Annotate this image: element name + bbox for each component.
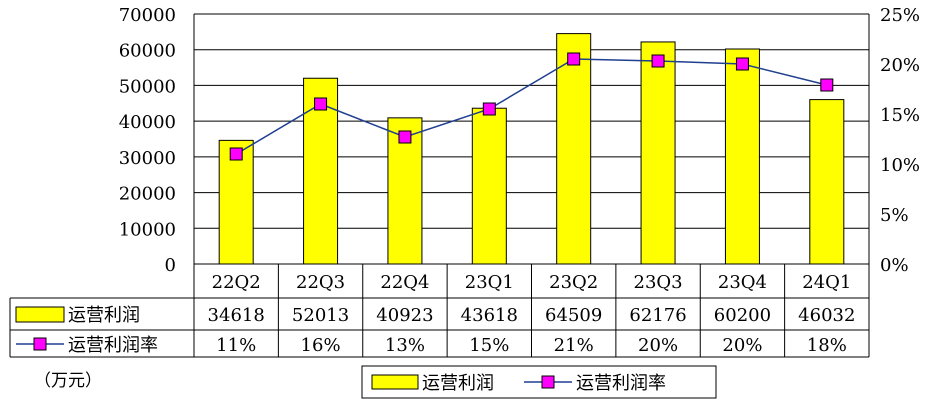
table-value: 11% — [216, 335, 256, 356]
y-right-tick-label: 25% — [880, 5, 920, 26]
y-left-tick-label: 50000 — [119, 76, 176, 97]
y-axis-left: 0 10000 20000 30000 40000 50000 60000 70000 — [119, 5, 176, 276]
legend: 运营利润 运营利润率 — [361, 365, 717, 399]
profit-margin-line — [235, 58, 827, 155]
row-header: 运营利润 — [68, 305, 140, 326]
data-point — [651, 54, 665, 68]
x-tick-label: 23Q1 — [465, 272, 514, 293]
row-key-marker — [33, 337, 47, 351]
x-tick-label: 23Q2 — [549, 272, 598, 293]
table-value: 15% — [469, 335, 509, 356]
x-tick-label: 23Q3 — [634, 272, 683, 293]
table-value: 18% — [807, 335, 847, 356]
table-value: 21% — [554, 335, 594, 356]
legend-label: 运营利润 — [422, 373, 494, 394]
bar — [724, 48, 760, 265]
legend-label: 运营利润率 — [576, 373, 666, 394]
data-point — [567, 52, 581, 66]
data-point — [398, 130, 412, 144]
unit-label: （万元） — [34, 371, 102, 391]
table-value: 20% — [722, 335, 762, 356]
legend-key-marker — [541, 375, 555, 389]
data-point — [482, 102, 496, 116]
bar — [471, 107, 507, 265]
gridlines — [194, 13, 869, 229]
y-left-tick-label: 10000 — [119, 219, 176, 240]
table-value: 40923 — [376, 305, 433, 326]
line-series — [229, 52, 834, 161]
bar — [809, 99, 845, 265]
x-tick-label: 22Q4 — [380, 272, 429, 293]
table-value: 46032 — [798, 305, 855, 326]
bar-series — [218, 33, 845, 265]
x-tick-label: 22Q3 — [296, 272, 345, 293]
y-left-tick-label: 30000 — [119, 148, 176, 169]
table-value: 34618 — [208, 305, 265, 326]
y-left-tick-label: 60000 — [119, 41, 176, 62]
bar — [556, 33, 592, 265]
y-axis-right: 0% 5% 10% 15% 20% 25% — [880, 5, 920, 276]
table-value: 60200 — [714, 305, 771, 326]
y-right-tick-label: 10% — [880, 155, 920, 176]
y-right-tick-label: 20% — [880, 55, 920, 76]
y-right-tick-label: 5% — [880, 205, 909, 226]
data-point — [735, 57, 749, 71]
table-value: 43618 — [461, 305, 518, 326]
x-tick-label: 22Q2 — [212, 272, 261, 293]
table-value: 52013 — [292, 305, 349, 326]
bar — [640, 41, 676, 265]
legend-key-bar — [371, 374, 419, 390]
y-left-tick-label: 70000 — [119, 5, 176, 26]
data-table: 22Q2 22Q3 22Q4 23Q1 23Q2 23Q3 23Q4 24Q1 34618 520… — [9, 264, 869, 358]
table-value: 62176 — [629, 305, 686, 326]
y-right-tick-label: 15% — [880, 105, 920, 126]
y-left-tick-label: 0 — [165, 255, 176, 276]
data-point — [229, 147, 243, 161]
data-point — [820, 78, 834, 92]
y-left-tick-label: 40000 — [119, 112, 176, 133]
y-right-tick-label: 0% — [880, 255, 909, 276]
x-tick-label: 23Q4 — [718, 272, 767, 293]
y-left-tick-label: 20000 — [119, 184, 176, 205]
table-value: 20% — [638, 335, 678, 356]
row-key-bar — [15, 306, 65, 323]
row-header: 运营利润率 — [68, 335, 158, 356]
x-tick-label: 24Q1 — [802, 272, 851, 293]
table-value: 13% — [385, 335, 425, 356]
data-point — [314, 97, 328, 111]
table-value: 64509 — [545, 305, 602, 326]
table-value: 16% — [301, 335, 341, 356]
